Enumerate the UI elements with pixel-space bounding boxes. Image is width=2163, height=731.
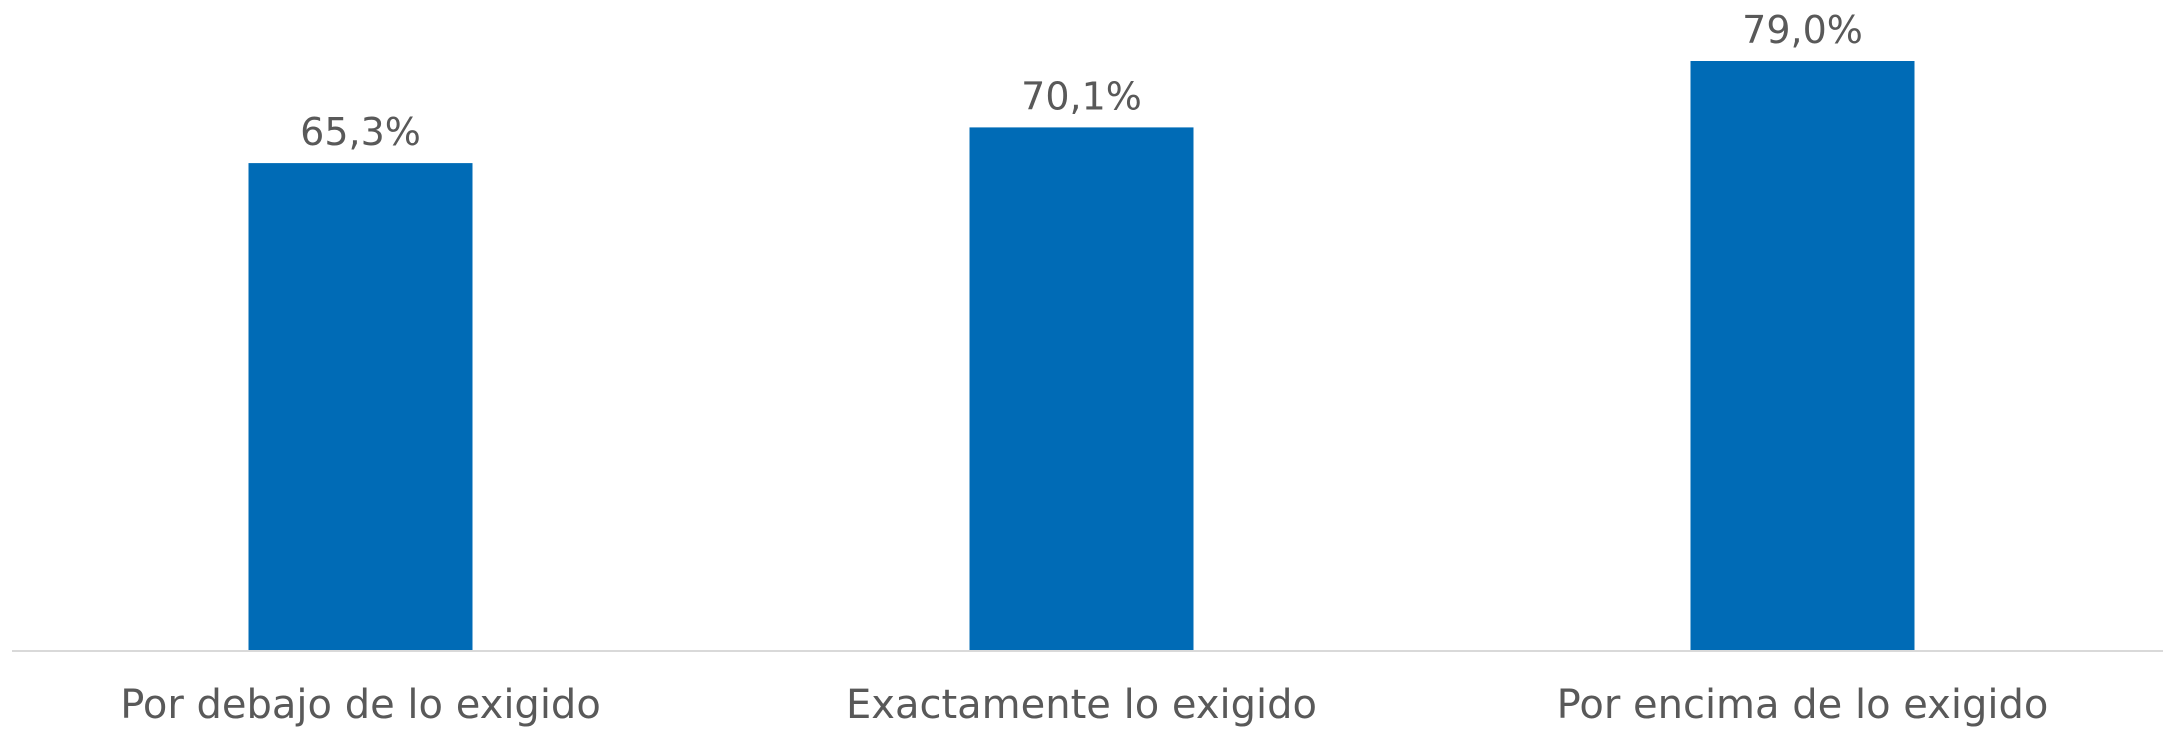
bar-1 — [248, 163, 473, 650]
data-label-2: 70,1% — [1021, 74, 1142, 118]
bars-group — [248, 61, 1915, 650]
category-label-1: Por debajo de lo exigido — [120, 682, 601, 728]
value-labels-group: 65,3% 70,1% 79,0% — [300, 8, 1863, 154]
data-label-3: 79,0% — [1742, 8, 1863, 52]
bar-3 — [1690, 61, 1915, 650]
category-label-2: Exactamente lo exigido — [846, 682, 1317, 728]
category-label-3: Por encima de lo exigido — [1557, 682, 2049, 728]
data-label-1: 65,3% — [300, 110, 421, 154]
category-labels-group: Por debajo de lo exigido Exactamente lo e… — [120, 682, 2048, 728]
bar-2 — [969, 127, 1194, 650]
